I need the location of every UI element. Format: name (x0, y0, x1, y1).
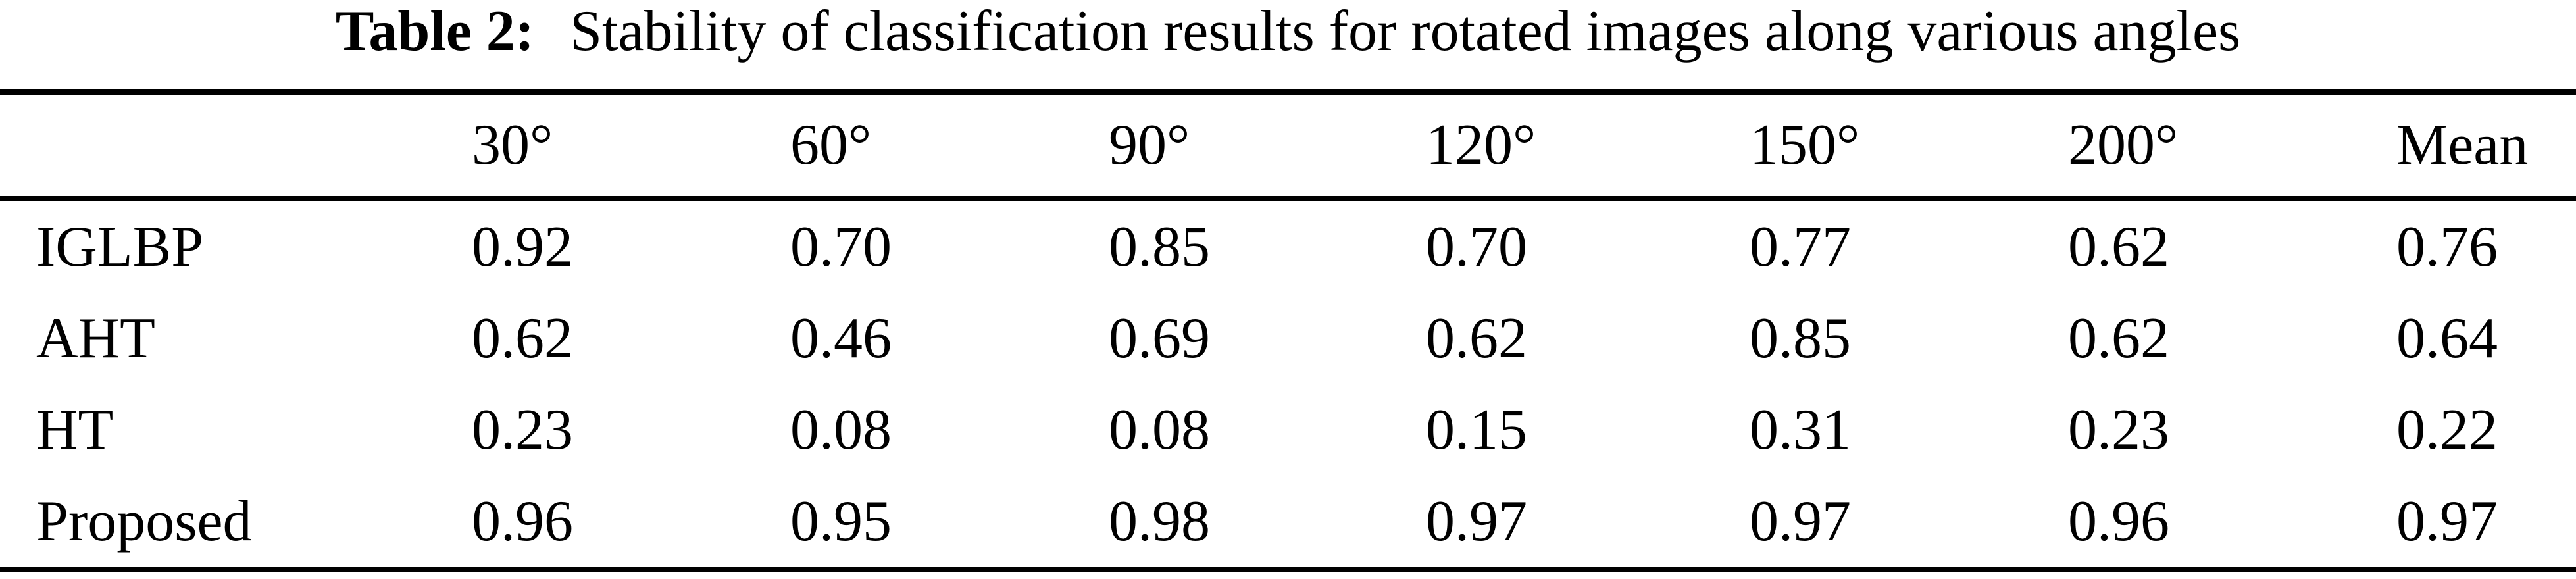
table-cell: 0.77 (1750, 214, 1851, 279)
table-caption-label: Table 2: (335, 0, 535, 63)
table-row-aht: AHT 0.62 0.46 0.69 0.62 0.85 0.62 0.64 (0, 293, 2576, 384)
table-cell: 0.76 (2396, 214, 2498, 279)
table-cell: 0.31 (1750, 397, 1851, 462)
column-header-60deg: 60° (790, 113, 872, 177)
table-cell: 0.98 (1109, 489, 1210, 553)
table-cell: 0.85 (1750, 306, 1851, 370)
column-header-120deg: 120° (1426, 113, 1536, 177)
row-label: AHT (36, 306, 155, 370)
table-cell: 0.96 (2068, 489, 2169, 553)
bottom-rule (0, 567, 2576, 572)
mid-rule (0, 196, 2576, 201)
table-row-iglbp: IGLBP 0.92 0.70 0.85 0.70 0.77 0.62 0.76 (0, 201, 2576, 293)
table-cell: 0.22 (2396, 397, 2498, 462)
column-header-mean: Mean (2396, 113, 2529, 177)
table-cell: 0.08 (1109, 397, 1210, 462)
table-cell: 0.69 (1109, 306, 1210, 370)
row-label: Proposed (36, 489, 252, 553)
column-header-90deg: 90° (1109, 113, 1190, 177)
table-cell: 0.62 (1426, 306, 1527, 370)
table-cell: 0.46 (790, 306, 892, 370)
table-cell: 0.08 (790, 397, 892, 462)
table-cell: 0.96 (472, 489, 573, 553)
table-row-ht: HT 0.23 0.08 0.08 0.15 0.31 0.23 0.22 (0, 384, 2576, 476)
row-label: IGLBP (36, 214, 204, 279)
table-cell: 0.23 (472, 397, 573, 462)
table-cell: 0.70 (790, 214, 892, 279)
table-cell: 0.97 (1750, 489, 1851, 553)
table-cell: 0.70 (1426, 214, 1527, 279)
table-cell: 0.62 (2068, 214, 2169, 279)
column-header-30deg: 30° (472, 113, 553, 177)
column-header-150deg: 150° (1750, 113, 1860, 177)
top-rule (0, 89, 2576, 95)
table-cell: 0.15 (1426, 397, 1527, 462)
table-cell: 0.95 (790, 489, 892, 553)
table-caption: Table 2: Stability of classification resu… (0, 1, 2576, 62)
table-caption-text: Stability of classification results for … (570, 0, 2241, 63)
table-cell: 0.92 (472, 214, 573, 279)
table-cell: 0.85 (1109, 214, 1210, 279)
table-cell: 0.64 (2396, 306, 2498, 370)
table-row-proposed: Proposed 0.96 0.95 0.98 0.97 0.97 0.96 0… (0, 476, 2576, 567)
table-cell: 0.97 (1426, 489, 1527, 553)
table-header-row: 30° 60° 90° 120° 150° 200° Mean (0, 95, 2576, 196)
row-label: HT (36, 397, 114, 462)
column-header-200deg: 200° (2068, 113, 2179, 177)
table-cell: 0.62 (2068, 306, 2169, 370)
table-cell: 0.62 (472, 306, 573, 370)
table-cell: 0.23 (2068, 397, 2169, 462)
table-cell: 0.97 (2396, 489, 2498, 553)
